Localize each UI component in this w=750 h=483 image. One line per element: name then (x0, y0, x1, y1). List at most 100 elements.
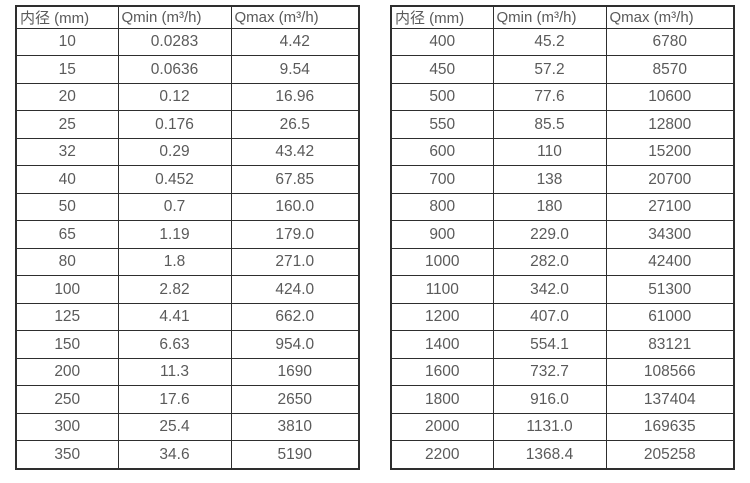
table-cell: 1131.0 (492, 412, 607, 442)
table-cell: 67.85 (230, 165, 360, 194)
table-cell: 300 (15, 412, 119, 442)
table-cell: 26.5 (230, 110, 360, 139)
table-cell: 250 (15, 385, 119, 414)
table-cell: 43.42 (230, 137, 360, 167)
table-row: 2200 1368.4 205258 (390, 440, 735, 470)
table-row: 100 2.82 424.0 (15, 275, 360, 304)
table-cell: 205258 (605, 440, 735, 470)
table-cell: 160.0 (230, 192, 360, 222)
table-cell: 137404 (605, 385, 735, 414)
table-row: 900 229.0 34300 (390, 220, 735, 249)
table-cell: 125 (15, 302, 119, 332)
table-row: 450 57.2 8570 (390, 55, 735, 84)
table-cell: 150 (15, 330, 119, 359)
table-cell: 50 (15, 192, 119, 222)
table-cell: 8570 (605, 55, 735, 84)
table-row: 25 0.176 26.5 (15, 110, 360, 139)
table-cell: 15 (15, 55, 119, 84)
table-row: 1800 916.0 137404 (390, 385, 735, 414)
table-row: 1000 282.0 42400 (390, 247, 735, 277)
table-cell: 16.96 (230, 82, 360, 112)
table-cell: 1000 (390, 247, 494, 277)
table-row: 700 138 20700 (390, 165, 735, 194)
table-cell: 2650 (230, 385, 360, 414)
table-cell: 57.2 (492, 55, 607, 84)
table-cell: 180 (492, 192, 607, 222)
table-cell: 51300 (605, 275, 735, 304)
table-cell: 500 (390, 82, 494, 112)
table-cell: 700 (390, 165, 494, 194)
table-cell: 342.0 (492, 275, 607, 304)
table-cell: 550 (390, 110, 494, 139)
table-cell: 282.0 (492, 247, 607, 277)
table-cell: 1800 (390, 385, 494, 414)
table-body: 10 0.0283 4.42 15 0.0636 9.54 20 0.12 16.96 25 0.1… (15, 27, 360, 470)
table-cell: 25 (15, 110, 119, 139)
table-cell: 0.0283 (117, 27, 232, 57)
table-cell: 900 (390, 220, 494, 249)
table-cell: 11.3 (117, 357, 232, 387)
table-cell: 0.0636 (117, 55, 232, 84)
header-row: 内径 (mm) Qmin (m³/h) Qmax (m³/h) (15, 5, 360, 29)
table-row: 15 0.0636 9.54 (15, 55, 360, 84)
header-inner-diameter: 内径 (mm) (15, 5, 119, 29)
table-cell: 4.42 (230, 27, 360, 57)
table-cell: 424.0 (230, 275, 360, 304)
table-cell: 1.19 (117, 220, 232, 249)
table-cell: 0.7 (117, 192, 232, 222)
header-qmax: Qmax (m³/h) (230, 5, 360, 29)
table-cell: 2200 (390, 440, 494, 470)
table-cell: 271.0 (230, 247, 360, 277)
table-row: 1100 342.0 51300 (390, 275, 735, 304)
header-qmin: Qmin (m³/h) (117, 5, 232, 29)
table-row: 550 85.5 12800 (390, 110, 735, 139)
table-cell: 554.1 (492, 330, 607, 359)
table-row: 1200 407.0 61000 (390, 302, 735, 332)
table-row: 80 1.8 271.0 (15, 247, 360, 277)
table-row: 2000 1131.0 169635 (390, 412, 735, 442)
table-cell: 1100 (390, 275, 494, 304)
table-cell: 61000 (605, 302, 735, 332)
table-cell: 100 (15, 275, 119, 304)
table-row: 10 0.0283 4.42 (15, 27, 360, 57)
table-cell: 10600 (605, 82, 735, 112)
table-cell: 85.5 (492, 110, 607, 139)
table-row: 200 11.3 1690 (15, 357, 360, 387)
table-cell: 954.0 (230, 330, 360, 359)
table-cell: 6.63 (117, 330, 232, 359)
header-row: 内径 (mm) Qmin (m³/h) Qmax (m³/h) (390, 5, 735, 29)
table-cell: 34300 (605, 220, 735, 249)
flow-rate-table-large-diameters: 内径 (mm) Qmin (m³/h) Qmax (m³/h) 400 45.2 6… (390, 5, 735, 470)
table-cell: 2.82 (117, 275, 232, 304)
table-cell: 9.54 (230, 55, 360, 84)
table-cell: 20 (15, 82, 119, 112)
table-cell: 12800 (605, 110, 735, 139)
table-cell: 27100 (605, 192, 735, 222)
table-row: 20 0.12 16.96 (15, 82, 360, 112)
header-qmin: Qmin (m³/h) (492, 5, 607, 29)
table-cell: 229.0 (492, 220, 607, 249)
table-cell: 77.6 (492, 82, 607, 112)
table-cell: 600 (390, 137, 494, 167)
table-cell: 83121 (605, 330, 735, 359)
table-cell: 0.29 (117, 137, 232, 167)
table-row: 32 0.29 43.42 (15, 137, 360, 167)
table-cell: 450 (390, 55, 494, 84)
table-row: 600 110 15200 (390, 137, 735, 167)
table-row: 500 77.6 10600 (390, 82, 735, 112)
table-cell: 400 (390, 27, 494, 57)
table-cell: 108566 (605, 357, 735, 387)
table-cell: 350 (15, 440, 119, 470)
table-cell: 732.7 (492, 357, 607, 387)
header-qmax: Qmax (m³/h) (605, 5, 735, 29)
table-cell: 65 (15, 220, 119, 249)
table-cell: 17.6 (117, 385, 232, 414)
table-cell: 138 (492, 165, 607, 194)
table-row: 350 34.6 5190 (15, 440, 360, 470)
table-cell: 10 (15, 27, 119, 57)
table-cell: 0.176 (117, 110, 232, 139)
table-cell: 1200 (390, 302, 494, 332)
table-cell: 2000 (390, 412, 494, 442)
table-cell: 34.6 (117, 440, 232, 470)
